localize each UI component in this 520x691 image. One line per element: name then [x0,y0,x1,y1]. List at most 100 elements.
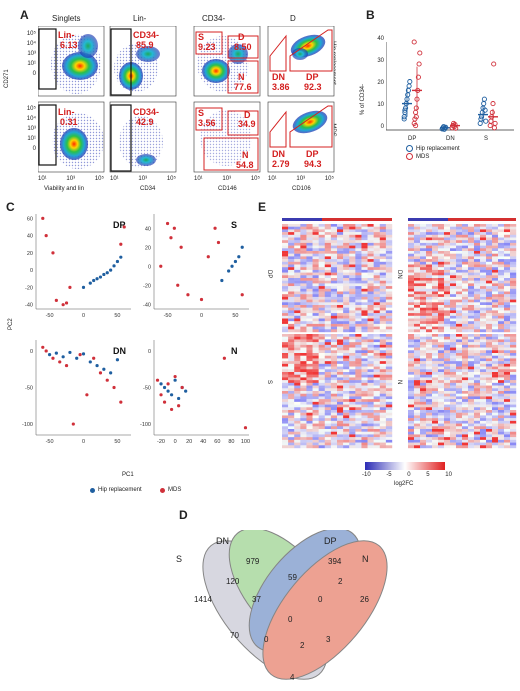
heatmap-cell [438,296,445,300]
heatmap-cell [510,342,517,346]
heatmap-cell [456,318,463,322]
heatmap-cell [373,256,380,260]
heatmap-cell [373,391,380,394]
heatmap-cell [343,361,350,365]
heatmap-cell [373,269,380,273]
svg-text:92.3: 92.3 [304,82,322,92]
heatmap-cell [337,313,344,316]
heatmap-cell [486,267,493,271]
heatmap-cell [324,423,332,427]
heatmap-cell [468,396,475,400]
heatmap-cell [420,431,427,435]
heatmap-cell [414,326,421,330]
heatmap-cell [510,347,517,351]
heatmap-cell [450,278,457,281]
heatmap-cell [414,283,421,287]
heatmap-cell [504,305,511,308]
svg-text:N: N [238,72,245,82]
heatmap-cell [450,280,457,284]
heatmap-cell [510,361,517,365]
heatmap-cell [414,323,421,327]
heatmap-cell [324,245,332,249]
heatmap-cell [343,445,350,449]
heatmap-cell [492,296,499,300]
heatmap-cell [294,418,301,422]
heatmap-cell [367,264,374,268]
heatmap-cell [420,288,427,292]
heatmap-cell [462,344,469,348]
heatmap-cell [480,412,487,416]
heatmap-cell [438,336,445,340]
venn-count: 37 [252,595,261,604]
heatmap-cell [337,382,344,386]
heatmap-cell [492,355,499,359]
heatmap-cell [462,358,469,362]
pca-point [115,358,120,362]
heatmap-cell [282,429,289,432]
heatmap-cell [330,350,338,354]
heatmap-cell [504,366,511,370]
pca-point [240,245,244,249]
flow-plot-r2-singlets: Lin- 0.31 [38,101,105,173]
heatmap-cell [288,269,295,273]
heatmap-cell [361,278,368,281]
heatmap-cell [498,334,505,337]
heatmap-cell [504,267,511,271]
heatmap-cell [420,377,427,381]
heatmap-cell [450,415,457,419]
heatmap-cell [294,256,301,260]
heatmap-cell [385,307,393,311]
heatmap-cell [306,310,313,314]
heatmap-cell [312,388,319,392]
heatmap-cell [330,245,338,249]
heatmap-cell [318,380,325,384]
heatmap-cell [426,363,433,367]
pca-xtick: 0 [174,439,177,445]
svg-text:34.9: 34.9 [238,119,256,129]
heatmap-cell [414,363,421,367]
heatmap-cell [361,363,368,367]
heatmap-cell [349,385,356,389]
flow-x-ticks: 10¹ 10³ 10⁵ [194,176,260,182]
heatmap-cell [462,434,469,438]
heatmap-cell [373,299,380,303]
venn-label-n: N [362,554,369,564]
heatmap-cell [306,267,313,271]
heatmap-cell [373,278,380,281]
heatmap-cell [474,272,481,276]
heatmap-cell [414,253,421,257]
heatmap-cell [294,229,301,233]
heatmap-cell [330,393,338,397]
heatmap-cell [288,232,295,235]
heatmap-cell [456,437,463,441]
heatmap-cell [337,283,344,287]
heatmap-cell [456,423,463,427]
heatmap-cell [343,431,350,435]
heatmap-cell [282,344,289,348]
heatmap-cell [498,313,505,316]
heatmap-cell [355,431,362,435]
heatmap-cell [474,415,481,419]
heatmap-cell [426,253,433,257]
heatmap-cell [426,321,433,325]
heatmap-cell [414,299,421,303]
heatmap-cell [324,439,332,443]
heatmap-cell [492,380,499,384]
heatmap-cell [288,412,295,416]
heatmap-cell [486,347,493,351]
heatmap-cell [444,415,451,419]
pca-point [109,371,113,375]
heatmap-cell [373,377,380,381]
heatmap-cell [414,288,421,292]
heatmap-cell [300,374,307,378]
heatmap-cell [312,280,319,284]
heatmap-cell [450,404,457,408]
heatmap-cell [426,272,433,276]
heatmap-cell [367,240,374,244]
heatmap-cell [306,229,313,233]
venn-count: 0 [318,595,323,604]
heatmap-cell [294,407,301,411]
heatmap-cell [414,264,421,268]
heatmap-cell [337,431,344,435]
heatmap-cell [444,388,451,392]
